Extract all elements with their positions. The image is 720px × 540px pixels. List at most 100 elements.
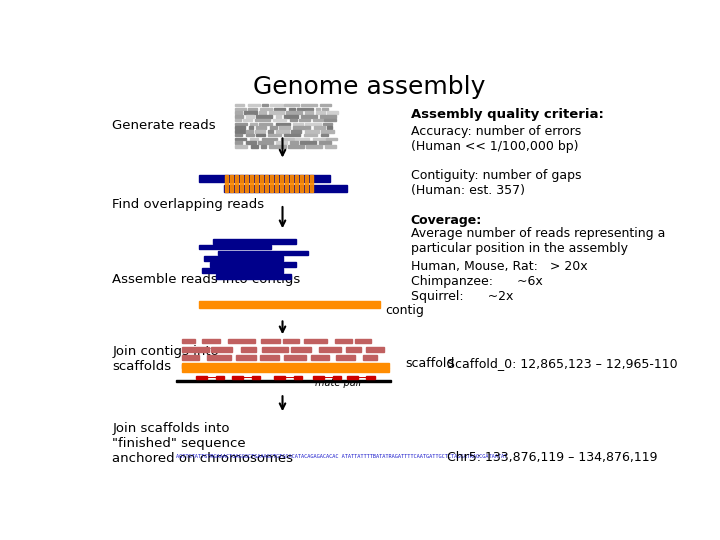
Bar [259,111,266,114]
Bar [261,355,279,360]
Bar [273,119,287,122]
Text: Human, Mouse, Rat:   > 20x
Chimpanzee:      ~6x
Squirrel:      ~2x: Human, Mouse, Rat: > 20x Chimpanzee: ~6x… [411,260,588,303]
Bar [297,107,312,110]
Bar [326,138,337,140]
Bar [202,268,282,273]
Bar [313,376,325,379]
Bar [182,339,194,343]
Bar [323,123,332,125]
Bar [310,174,313,192]
Bar [355,339,371,343]
Bar [261,145,266,147]
Bar [289,107,295,110]
Bar [246,141,256,144]
Text: Scaffold_0: 12,865,123 – 12,965-110: Scaffold_0: 12,865,123 – 12,965-110 [447,357,678,370]
Text: mate pair: mate pair [315,378,362,388]
Bar [290,119,297,122]
Bar [274,376,285,379]
Bar [260,174,263,192]
Bar [270,126,277,129]
Bar [235,119,240,122]
Bar [285,174,288,192]
Bar [325,119,336,122]
Bar [250,364,269,368]
Bar [256,126,266,129]
Bar [255,119,271,122]
Bar [215,274,291,279]
Bar [235,355,256,360]
Bar [224,185,346,192]
Bar [346,347,361,352]
Bar [235,115,243,118]
Bar [276,123,290,125]
Bar [252,376,260,379]
Bar [258,141,273,144]
Bar [250,123,257,125]
Bar [280,174,283,192]
Bar [288,145,304,147]
Bar [270,174,273,192]
Bar [261,339,281,343]
Bar [199,245,271,249]
Bar [218,251,307,255]
Bar [336,355,354,360]
Bar [262,104,268,106]
Bar [248,104,260,106]
Bar [230,364,243,368]
Bar [202,339,220,343]
Bar [322,107,328,110]
Text: Assembly quality criteria:: Assembly quality criteria: [411,109,604,122]
Bar [268,130,273,133]
Bar [290,141,298,144]
Bar [182,355,199,360]
Bar [284,134,300,136]
Bar [305,111,313,114]
Bar [243,119,251,122]
Bar [182,363,389,368]
Bar [235,126,245,129]
Bar [182,347,209,352]
Bar [262,138,277,140]
Bar [305,339,327,343]
Bar [235,138,246,140]
Bar [319,141,331,144]
Bar [235,130,245,133]
Bar [292,347,311,352]
Bar [210,262,297,267]
Text: Average number of reads representing a
particular position in the assembly: Average number of reads representing a p… [411,227,665,255]
Bar [320,115,336,118]
Bar [268,134,281,136]
Bar [320,104,331,106]
Text: Coverage:: Coverage: [411,214,482,227]
Bar [320,134,328,136]
Bar [333,376,341,379]
Bar [325,145,336,147]
Bar [316,111,325,114]
Bar [270,104,283,106]
Bar [276,130,289,133]
Text: Join contigs into
scaffolds: Join contigs into scaffolds [112,346,219,374]
Bar [300,119,310,122]
Text: Contiguity: number of gaps
(Human: est. 357): Contiguity: number of gaps (Human: est. … [411,168,581,197]
Bar [230,174,233,192]
Bar [211,347,233,352]
Bar [305,130,319,133]
Bar [235,145,248,147]
Bar [210,364,228,368]
Bar [276,115,281,118]
Bar [300,141,316,144]
Bar [290,174,293,192]
Bar [225,174,228,192]
Text: AGTTGTATTGTRGAAACTGAGGGCTGAAAGCTGTGCACATACAGAGACACAC ATATTATTTTBATATRAGATTTTCAAT: AGTTGTATTGTRGAAACTGAGGGCTGAAAGCTGTGCACAT… [176,454,508,459]
Bar [335,339,352,343]
Bar [366,376,374,379]
Bar [182,364,204,368]
Bar [246,130,253,133]
Bar [301,115,317,118]
Bar [287,111,302,114]
Bar [215,376,224,379]
Bar [258,123,271,125]
Bar [269,111,284,114]
Bar [176,380,392,382]
Bar [305,174,308,192]
